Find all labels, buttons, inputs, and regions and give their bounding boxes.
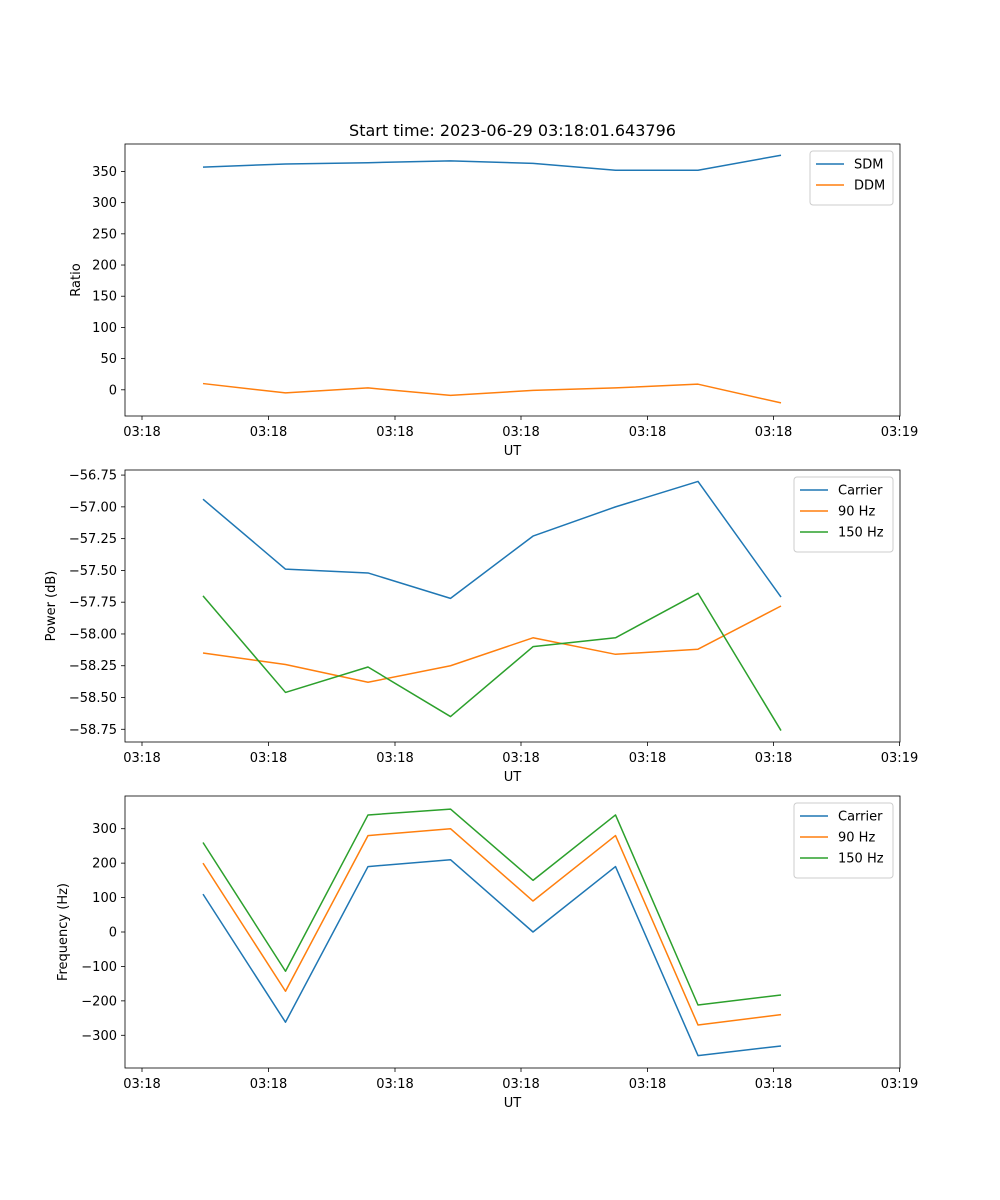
y-tick-label: −58.00 — [69, 627, 117, 642]
y-tick-label: −57.75 — [69, 596, 117, 611]
x-tick-label: 03:18 — [502, 425, 539, 440]
plot-frame — [124, 469, 901, 743]
x-tick-label: 03:18 — [376, 751, 413, 766]
chart-panel-3: 03:18 03:18 03:18 03:18 03:18 03:18 03:19 −300 −… — [56, 795, 918, 1111]
legend-box — [793, 476, 894, 553]
y-tick-label: −57.50 — [69, 564, 117, 579]
y-tick-label: −58.75 — [69, 723, 117, 738]
x-tick-label: 03:18 — [502, 1077, 539, 1092]
x-tick-label: 03:18 — [250, 751, 287, 766]
legend-box — [793, 802, 894, 879]
legend-label: Carrier — [838, 484, 883, 499]
x-tick-label: 03:18 — [376, 425, 413, 440]
y-tick-label: 100 — [92, 891, 117, 906]
x-tick-label: 03:18 — [629, 1077, 666, 1092]
plot-frame — [124, 143, 901, 417]
legend-label: SDM — [854, 158, 883, 173]
legend-label: 150 Hz — [838, 852, 884, 867]
plot-frame — [124, 795, 901, 1069]
y-tick-label: 50 — [100, 352, 117, 367]
series-line-150-hz — [202, 592, 782, 731]
x-tick-label: 03:18 — [502, 751, 539, 766]
y-tick-label: −57.00 — [69, 500, 117, 515]
y-tick-label: −300 — [81, 1029, 117, 1044]
y-tick-label: 200 — [92, 259, 117, 274]
y-tick-label: −56.75 — [69, 469, 117, 484]
x-axis-label: UT — [504, 1096, 522, 1111]
legend-label: DDM — [854, 179, 885, 194]
y-tick-label: 300 — [92, 196, 117, 211]
y-tick-label: −58.50 — [69, 691, 117, 706]
chart-panel-2: 03:18 03:18 03:18 03:18 03:18 03:18 03:19 −58.7… — [44, 469, 918, 785]
y-tick-label: 250 — [92, 227, 117, 242]
series-line-carrier — [202, 858, 782, 1057]
y-tick-label: 300 — [92, 822, 117, 837]
x-tick-label: 03:19 — [881, 751, 918, 766]
y-axis-label: Frequency (Hz) — [56, 883, 71, 981]
x-tick-label: 03:18 — [123, 425, 160, 440]
y-tick-label: 200 — [92, 857, 117, 872]
series-line-90-hz — [202, 605, 782, 684]
legend-label: 150 Hz — [838, 526, 884, 541]
legend: SDM DDM — [809, 150, 894, 206]
y-tick-label: 0 — [109, 383, 117, 398]
series-line-90-hz — [202, 827, 782, 1026]
series-line-carrier — [202, 480, 782, 600]
y-tick-label: −57.25 — [69, 532, 117, 547]
x-tick-label: 03:18 — [123, 1077, 160, 1092]
legend-label: 90 Hz — [838, 505, 875, 520]
y-tick-label: −200 — [81, 994, 117, 1009]
y-tick-label: −58.25 — [69, 659, 117, 674]
series-line-ddm — [202, 382, 782, 404]
chart-panel-1: 03:18 03:18 03:18 03:18 03:18 03:18 03:19 0 50 10… — [69, 143, 918, 459]
y-axis-label: Power (dB) — [44, 571, 59, 642]
y-tick-label: 100 — [92, 321, 117, 336]
x-tick-label: 03:18 — [123, 751, 160, 766]
x-tick-label: 03:18 — [755, 1077, 792, 1092]
x-tick-label: 03:19 — [881, 425, 918, 440]
legend: Carrier 90 Hz 150 Hz — [793, 476, 894, 553]
x-tick-label: 03:18 — [629, 751, 666, 766]
x-axis-label: UT — [504, 770, 522, 785]
y-tick-label: 350 — [92, 165, 117, 180]
legend-label: 90 Hz — [838, 831, 875, 846]
legend-label: Carrier — [838, 810, 883, 825]
x-tick-label: 03:18 — [755, 425, 792, 440]
x-tick-label: 03:18 — [629, 425, 666, 440]
x-tick-label: 03:18 — [376, 1077, 413, 1092]
x-tick-label: 03:18 — [755, 751, 792, 766]
legend: Carrier 90 Hz 150 Hz — [793, 802, 894, 879]
series-line-150-hz — [202, 808, 782, 1006]
y-axis-label: Ratio — [69, 263, 84, 296]
figure-title: Start time: 2023-06-29 03:18:01.643796 — [349, 121, 676, 140]
x-tick-label: 03:18 — [250, 425, 287, 440]
series-line-sdm — [202, 154, 782, 171]
y-tick-label: 150 — [92, 290, 117, 305]
x-tick-label: 03:19 — [881, 1077, 918, 1092]
x-tick-label: 03:18 — [250, 1077, 287, 1092]
y-tick-label: 0 — [109, 926, 117, 941]
x-axis-label: UT — [504, 444, 522, 459]
y-tick-label: −100 — [81, 960, 117, 975]
